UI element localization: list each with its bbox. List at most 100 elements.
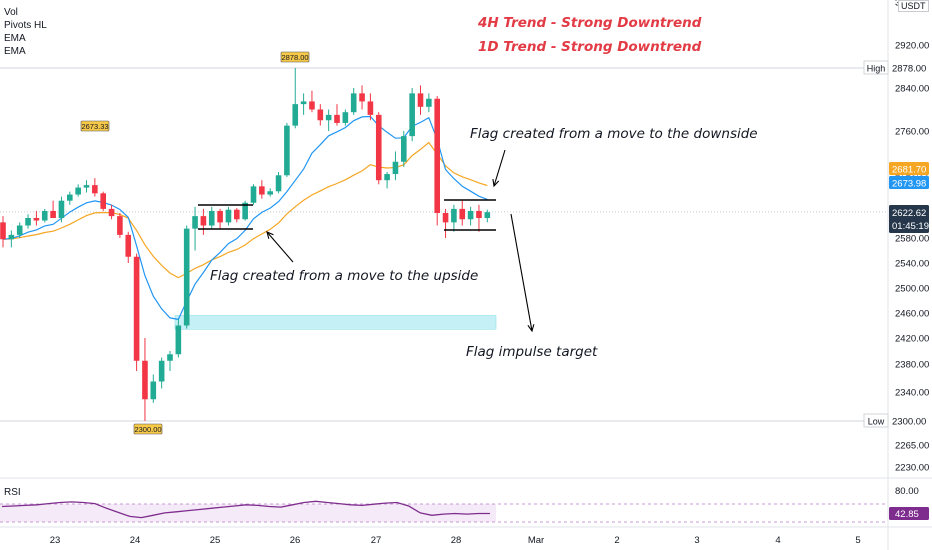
candle-body	[75, 187, 81, 195]
candle-body	[401, 136, 407, 162]
candle-body	[150, 381, 157, 400]
candle	[8, 230, 15, 248]
indicator-vol-label[interactable]: Vol	[4, 7, 18, 18]
candle	[25, 214, 31, 229]
candle	[33, 210, 40, 226]
bar-countdown: 01:45:19	[892, 221, 929, 232]
candle-body	[83, 185, 90, 188]
price-tick-label: 2760.00	[895, 127, 929, 138]
time-tick-label: 26	[290, 535, 301, 546]
flag-down-annotation: Flag created from a move to the downside	[470, 126, 758, 142]
flag-target-zone	[174, 315, 497, 330]
rsi-band	[0, 504, 496, 522]
candle-body	[67, 194, 73, 201]
last-price-tag-bg	[889, 205, 929, 233]
candle-body	[167, 354, 173, 361]
indicator-ema-label-1[interactable]: EMA	[4, 33, 26, 44]
time-tick-label: 24	[130, 535, 141, 546]
time-tick-label: 28	[451, 535, 462, 546]
candle-body	[275, 175, 282, 192]
candle-body	[292, 104, 299, 126]
candle-body	[284, 125, 290, 176]
low-badge: Low	[868, 417, 885, 427]
candle	[83, 180, 90, 193]
high-price-tag-bg	[889, 61, 929, 74]
rsi-value-tag: 42.85	[895, 509, 919, 520]
candle	[434, 96, 440, 226]
candle-body	[200, 216, 207, 226]
candle-body	[384, 174, 390, 181]
flag-up-arrow-head	[266, 231, 274, 239]
candle	[0, 216, 6, 248]
candle-body	[317, 109, 324, 121]
price-tick-label: 2380.00	[895, 360, 929, 371]
time-tick-label: 2	[614, 535, 619, 546]
indicator-pivots-label[interactable]: Pivots HL	[4, 20, 47, 31]
time-tick-label: 27	[371, 535, 382, 546]
candle	[259, 180, 265, 199]
candle-body	[342, 112, 349, 123]
candle	[334, 104, 340, 126]
ema-fast-price-tag: 2673.98	[892, 179, 926, 190]
low-price-tag-bg	[889, 414, 929, 427]
candle-body	[459, 208, 466, 220]
candle-body	[309, 101, 315, 110]
high-badge-bg	[863, 60, 889, 75]
candle	[200, 208, 207, 235]
candle	[142, 338, 148, 421]
candle	[309, 90, 315, 113]
candle-body	[58, 200, 65, 218]
flag-down-arrow-head	[492, 178, 500, 188]
candle	[426, 93, 432, 113]
candle	[67, 191, 73, 205]
low-price-tag: 2300.00	[892, 417, 926, 428]
trend-1d-annotation: 1D Trend - Strong Downtrend	[478, 39, 702, 55]
candle	[225, 206, 232, 226]
flag-up-annotation: Flag created from a move to the upside	[210, 268, 479, 284]
candle-body	[451, 208, 457, 223]
candle	[125, 231, 132, 263]
candle-body	[25, 218, 31, 226]
candle	[292, 68, 299, 129]
candle-body	[484, 212, 491, 218]
trend-4h-annotation: 4H Trend - Strong Downtrend	[478, 15, 702, 31]
rsi-label[interactable]: RSI	[4, 487, 21, 498]
candle-body	[350, 93, 357, 113]
candle	[192, 206, 198, 251]
candle	[150, 374, 157, 403]
rsi-value-tag-bg	[889, 507, 929, 520]
candle-body	[33, 218, 40, 221]
candle-body	[242, 202, 248, 220]
pivot-label-high-1-box	[80, 120, 110, 132]
ema-fast-price-tag-bg	[889, 176, 929, 189]
candle	[325, 109, 332, 131]
time-tick-label: 5	[855, 535, 860, 546]
candle-body	[41, 210, 48, 221]
candle-body	[367, 101, 374, 115]
flag-target-annotation: Flag impulse target	[466, 344, 598, 360]
indicator-ema-label-2[interactable]: EMA	[4, 46, 26, 57]
candle	[16, 222, 23, 238]
candle	[158, 357, 165, 389]
currency-badge[interactable]: USDT	[898, 0, 929, 12]
candle	[375, 112, 382, 185]
candle	[300, 93, 307, 115]
time-tick-label: Mar	[528, 535, 544, 546]
candle-body	[467, 210, 474, 220]
candle-body	[133, 256, 140, 361]
pivot-label-high-2: 2878.00	[281, 53, 308, 62]
candle-body	[250, 186, 257, 203]
price-tick-label: 2920.00	[895, 41, 929, 52]
candle	[467, 206, 474, 226]
candle	[242, 200, 248, 221]
candle-body	[0, 222, 6, 240]
candle	[350, 88, 357, 115]
candle-body	[158, 360, 165, 382]
candle-body	[359, 93, 365, 102]
candle	[342, 109, 349, 126]
candle-body	[426, 98, 432, 107]
ema-fast-line	[2, 115, 488, 321]
pivot-label-high-1: 2673.33	[81, 122, 108, 131]
